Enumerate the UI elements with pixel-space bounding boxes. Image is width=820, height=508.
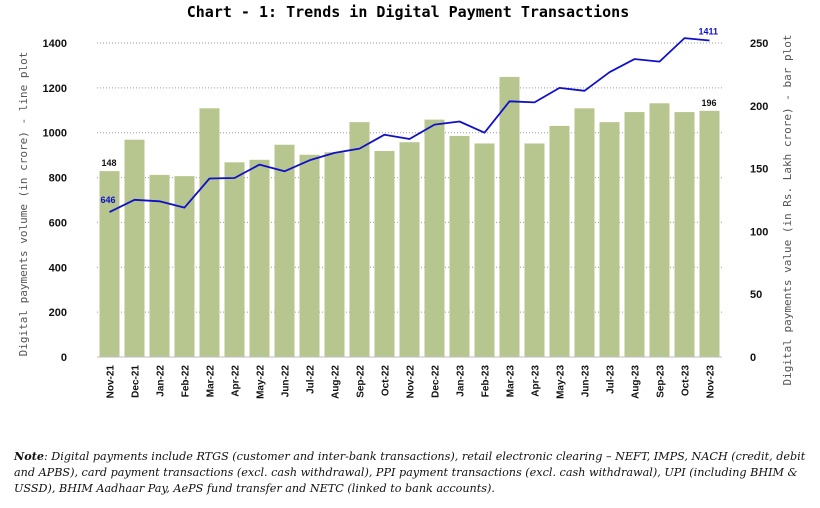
x-tick-label: Nov-23 <box>706 365 717 399</box>
chart-title: Chart - 1: Trends in Digital Payment Tra… <box>187 3 630 21</box>
y-left-tick-label: 600 <box>49 217 67 229</box>
chart-svg: Chart - 1: Trends in Digital Payment Tra… <box>17 3 794 399</box>
x-tick-label: Jul-22 <box>306 365 317 394</box>
bar <box>474 143 495 357</box>
note-text: : Digital payments include RTGS (custome… <box>14 450 806 495</box>
bar <box>349 122 370 358</box>
x-tick-label: May-23 <box>556 365 567 399</box>
bar <box>699 110 720 357</box>
bar <box>674 112 695 357</box>
bar <box>624 112 645 357</box>
y-right-tick-label: 50 <box>750 289 762 301</box>
y-left-tick-label: 1400 <box>43 38 67 50</box>
y-left-tick-label: 0 <box>61 352 67 364</box>
y-left-axis-title: Digital payments volume (in crore) - lin… <box>17 52 30 357</box>
bar <box>124 139 145 357</box>
chart-note: Note: Digital payments include RTGS (cus… <box>14 448 809 497</box>
line-data-label: 646 <box>101 195 116 205</box>
x-tick-label: Oct-22 <box>381 365 392 397</box>
bar <box>449 135 470 357</box>
bar <box>549 125 570 358</box>
y-right-tick-label: 150 <box>750 164 768 176</box>
bar-layer <box>99 76 720 358</box>
x-tick-label: Apr-23 <box>531 365 542 397</box>
x-tick-label: Jan-22 <box>156 365 167 397</box>
bar <box>324 152 345 357</box>
x-tick-label: Aug-23 <box>631 365 642 399</box>
y-right-tick-label: 250 <box>750 38 768 50</box>
line-layer <box>109 37 710 213</box>
x-tick-label: Feb-23 <box>481 365 492 398</box>
y-right-axis-title: Digital payments value (in Rs. Lakh cror… <box>781 35 794 386</box>
x-tick-label: Nov-21 <box>106 365 117 399</box>
x-tick-label: Sep-22 <box>356 365 367 398</box>
x-tick-label: Aug-22 <box>331 365 342 399</box>
bar <box>274 144 295 357</box>
bar <box>299 154 320 357</box>
bar <box>599 122 620 358</box>
x-tick-label: Nov-22 <box>406 365 417 399</box>
y-right-tick-label: 200 <box>750 101 768 113</box>
y-left-tick-label: 200 <box>49 307 67 319</box>
x-tick-label: Mar-23 <box>506 365 517 398</box>
bar <box>424 119 445 357</box>
y-left-tick-label: 800 <box>49 173 67 185</box>
x-tick-label: Dec-21 <box>131 365 142 398</box>
x-tick-label: Sep-23 <box>656 365 667 398</box>
axis-layer: 0 200 400 600 800 1000 1200 1400 0 50 100 150 200 250… <box>17 35 794 399</box>
x-tick-label: Jul-23 <box>606 365 617 394</box>
bar <box>149 174 170 357</box>
label-layer: 148 646 196 1411 <box>101 27 719 206</box>
x-tick-label: Jun-22 <box>281 365 292 398</box>
bar <box>649 103 670 358</box>
bar <box>524 143 545 357</box>
line-data-label: 1411 <box>699 27 719 37</box>
x-tick-label: Jun-23 <box>581 365 592 398</box>
y-left-tick-label: 400 <box>49 262 67 274</box>
bar-data-label: 148 <box>102 158 117 168</box>
x-tick-label: Mar-22 <box>206 365 217 398</box>
bar <box>399 142 420 357</box>
bar <box>574 108 595 357</box>
x-tick-label: Feb-22 <box>181 365 192 398</box>
bar <box>499 76 520 358</box>
bar <box>224 162 245 357</box>
x-tick-label: Jan-23 <box>456 365 467 397</box>
bar <box>99 171 120 357</box>
y-left-tick-label: 1000 <box>43 128 67 140</box>
y-left-tick-label: 1200 <box>43 83 67 95</box>
bar <box>374 151 395 357</box>
line-series <box>109 37 710 213</box>
y-right-tick-label: 0 <box>750 352 756 364</box>
bar <box>174 176 195 357</box>
x-tick-label: Dec-22 <box>431 365 442 398</box>
y-right-tick-label: 100 <box>750 226 768 238</box>
bar <box>199 108 220 357</box>
note-label: Note <box>14 449 44 463</box>
x-tick-label: Apr-22 <box>231 365 242 397</box>
x-tick-label: May-22 <box>256 365 267 399</box>
x-tick-label: Oct-23 <box>681 365 692 397</box>
bar <box>249 159 270 357</box>
bar-data-label: 196 <box>702 98 717 108</box>
